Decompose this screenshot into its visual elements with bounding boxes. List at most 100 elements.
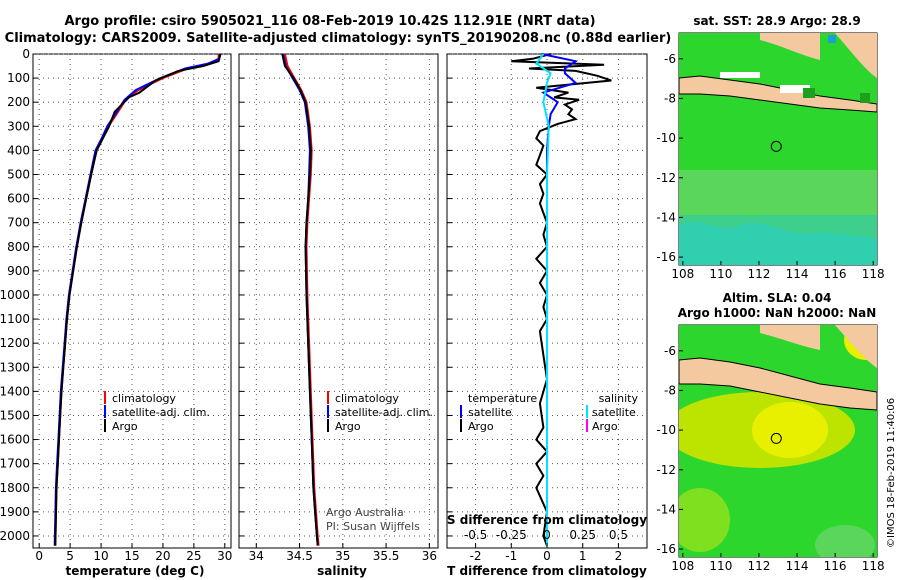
t-difference-axis-label: T difference from climatology (447, 564, 647, 578)
depth-tick-label: 1600 (0, 433, 30, 447)
sst_map-lon-label: 112 (748, 267, 771, 281)
sst_map-lon-label: 114 (786, 267, 809, 281)
salinity-plot-frame (238, 53, 439, 549)
legend-title-temperature: temperature (468, 392, 537, 405)
depth-tick-label: 400 (7, 143, 30, 157)
sst_map-argo-marker (770, 140, 782, 152)
map-markers (770, 140, 782, 444)
sla_map-lat-label: -8 (664, 383, 676, 397)
depth-tick-label: 1300 (0, 360, 30, 374)
sst_map-lat-label: -8 (664, 91, 676, 105)
temperature-xtick-label: 20 (155, 549, 170, 563)
legend-label-t-argo: Argo (468, 420, 494, 433)
series-argo (54, 53, 222, 546)
legend-label-satellite: satellite-adj. clim. (335, 406, 433, 419)
temperature-legend: climatology satellite-adj. clim. Argo (104, 391, 210, 433)
sla_map-lon-label: 112 (748, 559, 771, 573)
depth-tick-label: 300 (7, 119, 30, 133)
series-argo (281, 53, 319, 546)
legend-swatch-s-satellite (586, 405, 588, 418)
legend-swatch-satellite (327, 405, 329, 418)
sla_map-lat-label: -10 (656, 423, 676, 437)
difference-xtick-label: 0 (543, 549, 551, 563)
sst_map-lat-label: -16 (656, 250, 676, 264)
salinity-xtick-label: 35 (335, 549, 350, 563)
series-satellite-adj-clim- (53, 53, 221, 546)
s-difference-tick-label: -0.5 (464, 528, 487, 542)
sla_map-lat-label: -12 (656, 463, 676, 477)
salinity-series (281, 53, 320, 546)
depth-tick-label: 1400 (0, 384, 30, 398)
legend-label-argo: Argo (112, 420, 138, 433)
difference-xtick-label: 2 (615, 549, 623, 563)
temperature-series (53, 53, 222, 546)
sla_map-lon-label: 110 (709, 559, 732, 573)
difference-xtick-label: -1 (505, 549, 517, 563)
salinity-legend: climatology satellite-adj. clim. Argo (327, 391, 433, 433)
depth-tick-label: 900 (7, 264, 30, 278)
s-difference-tick-label: 0 (543, 528, 551, 542)
sst_map-lat-label: -6 (664, 52, 676, 66)
s-difference-tick-label: 0.25 (569, 528, 596, 542)
salinity-xtick-label: 36 (422, 549, 437, 563)
s-difference-tick-label: -0.25 (496, 528, 527, 542)
series-temperature-argo (511, 53, 612, 546)
depth-tick-label: 2000 (0, 529, 30, 543)
legend-swatch-climatology (104, 391, 106, 404)
sla_map-lat-label: -16 (656, 542, 676, 556)
series-salinity-satellite (534, 53, 552, 546)
depth-tick-label: 500 (7, 167, 30, 181)
sla-map-field (679, 325, 877, 557)
temperature-xtick-label: 5 (66, 549, 74, 563)
temperature-axis-label: temperature (deg C) (66, 564, 205, 578)
sst_map-lon-label: 118 (862, 267, 885, 281)
sla_map-lon-label: 108 (671, 559, 694, 573)
copyright-stamp: ©IMOS 18-Feb-2019 11:40:06 (886, 398, 897, 548)
temperature-xtick-label: 30 (217, 549, 232, 563)
legend-label-climatology: climatology (112, 392, 176, 405)
sla-map-title-line1: Altim. SLA: 0.04 (723, 291, 832, 305)
difference-xtick-label: -2 (470, 549, 482, 563)
difference-legend: temperature satellite Argo salinity sate… (460, 392, 638, 433)
depth-tick-label: 1000 (0, 288, 30, 302)
s-difference-tick-label: 0.5 (609, 528, 628, 542)
legend-swatch-climatology (327, 391, 329, 404)
sst_map-lat-label: -10 (656, 131, 676, 145)
temperature-plot-frame (32, 53, 232, 549)
salinity-xtick-label: 34.5 (286, 549, 313, 563)
legend-label-satellite: satellite-adj. clim. (112, 406, 210, 419)
depth-tick-label: 700 (7, 216, 30, 230)
depth-tick-label: 1200 (0, 336, 30, 350)
difference-xtick-label: 1 (579, 549, 587, 563)
legend-label-argo: Argo (335, 420, 361, 433)
legend-swatch-satellite (104, 405, 106, 418)
temperature-xtick-label: 10 (93, 549, 108, 563)
salinity-xtick-label: 35.5 (373, 549, 400, 563)
depth-tick-label: 800 (7, 240, 30, 254)
figure-title-line1: Argo profile: csiro 5905021_116 08-Feb-2… (64, 14, 595, 29)
sla-map-title-line2: Argo h1000: NaN h2000: NaN (678, 306, 877, 320)
sla_map-lon-label: 118 (862, 559, 885, 573)
legend-swatch-s-argo (586, 419, 588, 432)
salinity-annotation-line1: Argo Australia (326, 506, 404, 519)
salinity-xtick-label: 34 (249, 549, 264, 563)
legend-title-salinity: salinity (599, 392, 639, 405)
sst_map-lon-label: 108 (671, 267, 694, 281)
legend-swatch-argo (327, 419, 329, 432)
legend-label-s-argo: Argo (592, 420, 618, 433)
depth-tick-label: 0 (22, 47, 30, 61)
legend-swatch-argo (104, 419, 106, 432)
salinity-annotation-line2: PI: Susan Wijffels (326, 520, 420, 533)
legend-label-t-satellite: satellite (468, 406, 512, 419)
sla_map-lon-label: 116 (824, 559, 847, 573)
difference-series (511, 53, 612, 546)
plot-gridlines (33, 53, 647, 548)
depth-tick-label: 1900 (0, 505, 30, 519)
sla_map-argo-marker (770, 432, 782, 444)
temperature-xtick-label: 0 (35, 549, 43, 563)
sst_map-lon-label: 116 (824, 267, 847, 281)
sla_map-lon-label: 114 (786, 559, 809, 573)
legend-swatch-t-satellite (460, 405, 462, 418)
legend-swatch-t-argo (460, 419, 462, 432)
